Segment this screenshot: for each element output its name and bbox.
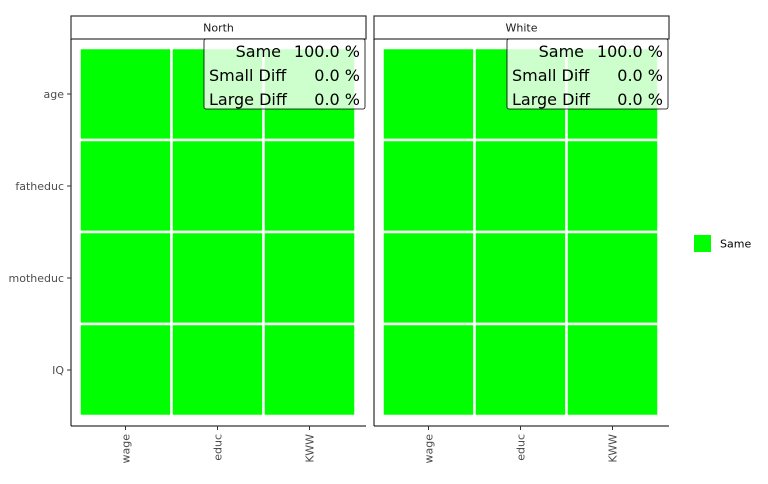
facet-title: North [203,22,234,35]
heatmap-cell [381,138,476,234]
x-tick-label: educ [212,434,225,461]
x-tick-label: KWW [607,434,620,463]
stats-annotation-box [203,38,366,110]
stats-label: Small Diff [209,66,287,85]
stats-label: Same [539,42,584,61]
stats-label: Same [236,42,281,61]
stats-label: Small Diff [512,66,590,85]
heatmap-cell [262,230,357,326]
heatmap-cell [381,322,476,418]
x-tick-label: KWW [304,434,317,463]
legend-label: Same [720,238,751,251]
y-tick-label: age [44,88,65,101]
heatmap-cell [565,138,660,234]
stats-value: 0.0 % [314,90,360,109]
heatmap-cell [565,230,660,326]
stats-value: 0.0 % [617,90,663,109]
stats-value: 100.0 % [294,42,360,61]
stats-annotation-box [506,38,669,110]
heatmap-cell [565,322,660,418]
y-tick-label: fatheduc [15,180,64,193]
facet-title: White [506,22,538,35]
stats-label: Large Diff [512,90,591,109]
heatmap-cell [170,322,265,418]
heatmap-cell [473,322,568,418]
heatmap-cell [381,230,476,326]
stats-label: Large Diff [209,90,288,109]
stats-value: 100.0 % [597,42,663,61]
x-tick-label: wage [120,434,133,464]
legend-swatch [694,235,711,252]
heatmap-cell [78,138,173,234]
heatmap-cell [473,230,568,326]
heatmap-cell [78,230,173,326]
stats-value: 0.0 % [314,66,360,85]
stats-value: 0.0 % [617,66,663,85]
x-tick-label: educ [515,434,528,461]
heatmap-cell [473,138,568,234]
heatmap-cell [262,138,357,234]
x-tick-label: wage [423,434,436,464]
heatmap-cell [78,322,173,418]
y-tick-label: IQ [52,364,64,377]
heatmap-cell [262,322,357,418]
heatmap-cell [170,230,265,326]
heatmap-cell [381,46,476,142]
y-tick-label: motheduc [9,272,65,285]
heatmap-cell [170,138,265,234]
heatmap-cell [78,46,173,142]
